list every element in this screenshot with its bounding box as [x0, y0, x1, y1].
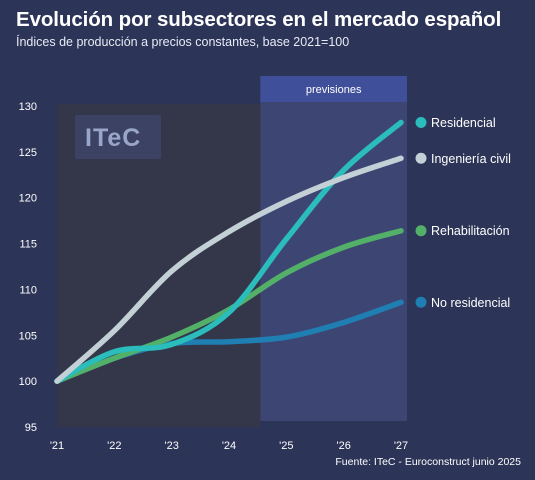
chart-title: Evolución por subsectores en el mercado …: [16, 8, 502, 31]
y-tick-label: 115: [19, 239, 37, 251]
series-line-residencial: [54, 119, 404, 384]
x-tick-label: '23: [164, 440, 178, 452]
series-lines: [54, 119, 404, 384]
itec-logo: [75, 115, 161, 159]
legend-marker-no-residencial: [415, 296, 427, 308]
y-tick-label: 105: [19, 330, 37, 342]
legend-label-residencial: Residencial: [431, 116, 496, 130]
legend-label-no-residencial: No residencial: [431, 296, 510, 310]
y-tick-label: 130: [19, 101, 37, 113]
y-axis: 95 100 105 110 115 120 125 130: [19, 101, 37, 434]
x-tick-label: '26: [336, 440, 350, 452]
x-axis: '21 '22 '23 '24 '25 '26 '27: [50, 440, 408, 452]
itec-logo-text: ITeC: [85, 124, 141, 152]
series-line-ingeniería-civil: [54, 155, 404, 384]
legend: Residencial Ingeniería civil Rehabilitació…: [415, 116, 511, 310]
y-tick-label: 95: [25, 422, 37, 434]
y-tick-label: 110: [19, 284, 37, 296]
legend-marker-residencial: [415, 117, 427, 129]
chart-subtitle: Índices de producción a precios constant…: [16, 35, 350, 49]
y-tick-label: 125: [19, 147, 37, 159]
x-tick-label: '25: [279, 440, 293, 452]
legend-label-rehabilitación: Rehabilitación: [431, 224, 510, 238]
y-tick-label: 100: [19, 376, 37, 388]
legend-marker-rehabilitación: [415, 225, 427, 237]
x-tick-label: '22: [107, 440, 121, 452]
x-tick-label: '21: [50, 440, 64, 452]
x-tick-label: '24: [222, 440, 236, 452]
source-note: Fuente: ITeC - Euroconstruct junio 2025: [335, 456, 521, 468]
y-tick-label: 120: [19, 193, 37, 205]
legend-label-ingeniería-civil: Ingeniería civil: [431, 152, 511, 166]
forecast-header: [260, 76, 407, 102]
x-tick-label: '27: [394, 440, 408, 452]
legend-marker-ingeniería-civil: [415, 152, 427, 164]
forecast-label: previsiones: [306, 84, 362, 96]
